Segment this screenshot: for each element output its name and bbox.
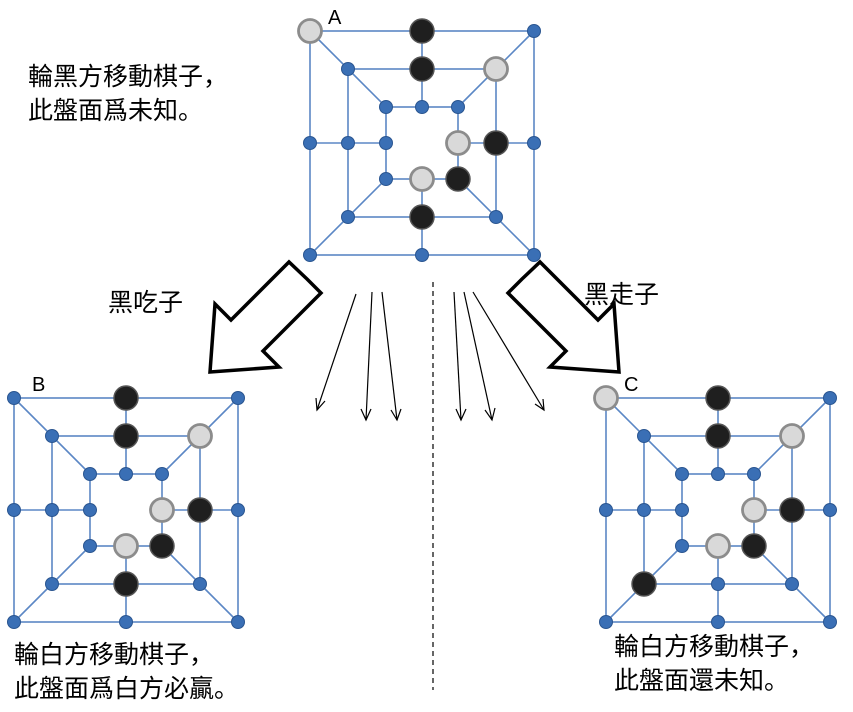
white-piece xyxy=(113,533,139,559)
white-piece xyxy=(187,423,213,449)
board-point xyxy=(341,210,355,224)
board-point xyxy=(7,391,21,405)
caption-a-line-1: 輪黑方移動棋子， xyxy=(28,62,229,91)
white-piece xyxy=(593,385,619,411)
board-point xyxy=(7,615,21,629)
black-piece xyxy=(409,18,435,44)
caption-board-b: 輪白方移動棋子， 此盤面爲白方必贏。 xyxy=(14,638,239,706)
board-point xyxy=(7,503,21,517)
caption-board-a: 輪黑方移動棋子， 此盤面爲未知。 xyxy=(28,60,228,128)
board-point xyxy=(83,503,97,517)
board-point xyxy=(711,577,725,591)
board-point xyxy=(747,467,761,481)
board-b: B xyxy=(7,374,245,629)
board-point xyxy=(119,467,133,481)
black-piece xyxy=(741,533,767,559)
board-point xyxy=(119,615,133,629)
board-point xyxy=(599,503,613,517)
black-piece xyxy=(113,385,139,411)
caption-b-line-1: 輪白方移動棋子， xyxy=(14,640,215,669)
board-point xyxy=(45,503,59,517)
board-point xyxy=(341,62,355,76)
move-arrow-label: 黑走子 xyxy=(584,280,660,309)
black-piece xyxy=(113,571,139,597)
board-point xyxy=(675,539,689,553)
board-point xyxy=(231,391,245,405)
white-piece xyxy=(779,423,805,449)
board-point xyxy=(599,615,613,629)
board-point xyxy=(83,467,97,481)
board-point xyxy=(489,210,503,224)
board-point xyxy=(415,100,429,114)
board-point xyxy=(231,615,245,629)
board-point xyxy=(341,136,355,150)
board-point xyxy=(45,429,59,443)
board-point xyxy=(711,615,725,629)
board-point xyxy=(711,467,725,481)
board-point xyxy=(45,577,59,591)
board-point xyxy=(675,503,689,517)
caption-a-line-2: 此盤面爲未知。 xyxy=(28,96,204,125)
board-point xyxy=(675,467,689,481)
black-piece xyxy=(705,385,731,411)
white-piece xyxy=(445,130,471,156)
board-letter-b: B xyxy=(32,374,45,396)
board-point xyxy=(637,503,651,517)
black-piece xyxy=(187,497,213,523)
caption-c-line-1: 輪白方移動棋子， xyxy=(614,632,815,661)
caption-c-line-2: 此盤面還未知。 xyxy=(614,666,790,695)
board-point xyxy=(415,248,429,262)
black-piece xyxy=(445,166,471,192)
board-point xyxy=(379,100,393,114)
black-piece xyxy=(149,533,175,559)
board-point xyxy=(823,503,837,517)
move-arrow xyxy=(505,259,621,374)
board-point xyxy=(527,248,541,262)
board-point xyxy=(193,577,207,591)
black-piece xyxy=(409,56,435,82)
board-letter-a: A xyxy=(328,7,342,29)
black-piece xyxy=(483,130,509,156)
white-piece xyxy=(705,533,731,559)
board-c: C xyxy=(593,374,837,629)
black-piece xyxy=(779,497,805,523)
caption-b-line-2: 此盤面爲白方必贏。 xyxy=(14,674,240,703)
board-point xyxy=(527,136,541,150)
black-piece xyxy=(631,571,657,597)
thin-arrow xyxy=(453,291,467,422)
board-point xyxy=(379,172,393,186)
capture-arrow-label: 黑吃子 xyxy=(108,288,184,317)
white-piece xyxy=(149,497,175,523)
thin-arrow xyxy=(472,291,545,412)
board-point xyxy=(785,577,799,591)
capture-arrow xyxy=(208,259,324,374)
thin-arrow xyxy=(360,291,373,422)
board-point xyxy=(823,391,837,405)
board-point xyxy=(637,429,651,443)
white-piece xyxy=(297,18,323,44)
white-piece xyxy=(483,56,509,82)
board-point xyxy=(231,503,245,517)
black-piece xyxy=(113,423,139,449)
board-a: A xyxy=(297,7,541,262)
board-point xyxy=(303,248,317,262)
caption-board-c: 輪白方移動棋子， 此盤面還未知。 xyxy=(614,630,814,698)
board-point xyxy=(823,615,837,629)
board-point xyxy=(83,539,97,553)
thin-arrows xyxy=(315,291,545,422)
board-point xyxy=(303,136,317,150)
black-piece xyxy=(705,423,731,449)
board-point xyxy=(379,136,393,150)
black-piece xyxy=(409,204,435,230)
white-piece xyxy=(741,497,767,523)
thin-arrow xyxy=(463,291,496,422)
white-piece xyxy=(409,166,435,192)
thin-arrow xyxy=(315,293,357,412)
board-point xyxy=(451,100,465,114)
thin-arrow xyxy=(381,291,402,422)
board-point xyxy=(155,467,169,481)
board-letter-c: C xyxy=(624,374,638,396)
board-point xyxy=(527,24,541,38)
